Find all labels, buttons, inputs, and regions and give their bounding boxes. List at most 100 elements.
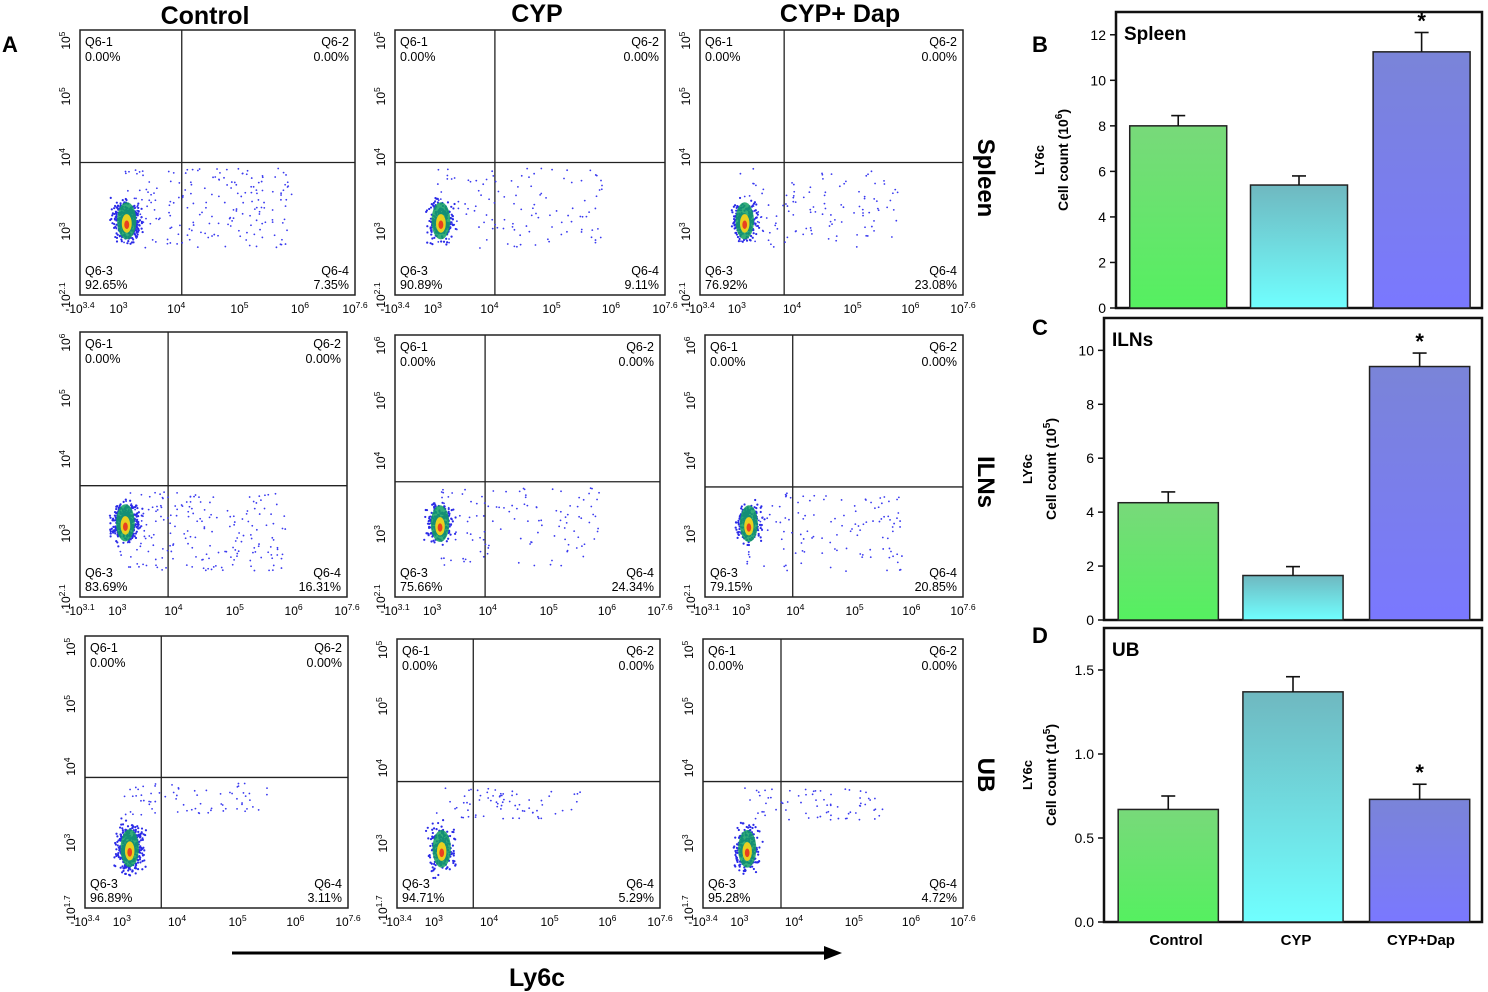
- event-dot: [899, 568, 902, 571]
- event-dot: [255, 189, 258, 192]
- event-dot: [137, 788, 140, 791]
- quadrant-value-q2: 0.00%: [922, 355, 957, 369]
- event-dot: [853, 212, 855, 214]
- event-dot: [129, 788, 131, 791]
- event-dot: [448, 530, 451, 534]
- event-dot: [434, 196, 437, 200]
- event-dot: [446, 201, 450, 204]
- category-label-cyp: CYP: [1281, 932, 1312, 949]
- event-dot: [467, 179, 470, 182]
- event-dot: [271, 209, 274, 211]
- event-dot: [117, 208, 120, 211]
- quadrant-value-q1: 0.00%: [402, 659, 437, 673]
- event-dot: [139, 213, 142, 216]
- event-dot: [205, 201, 208, 204]
- event-dot: [451, 520, 454, 523]
- event-dot: [589, 487, 592, 490]
- event-dot: [189, 181, 192, 184]
- event-dot: [451, 492, 454, 494]
- event-dot: [492, 175, 495, 177]
- event-dot: [468, 789, 470, 792]
- event-dot: [531, 207, 534, 210]
- event-dot: [526, 167, 529, 170]
- event-dot: [485, 214, 488, 216]
- event-dot: [474, 205, 477, 208]
- quadrant-value-q4: 7.35%: [314, 278, 349, 292]
- event-dot: [548, 240, 551, 243]
- event-dot: [152, 544, 155, 547]
- event-dot: [236, 797, 238, 800]
- event-dot: [154, 241, 157, 243]
- event-dot: [245, 173, 248, 176]
- event-dot: [282, 189, 285, 192]
- quadrant-value-q4: 9.11%: [624, 278, 659, 292]
- event-dot: [738, 869, 741, 872]
- quadrant-value-q1: 0.00%: [400, 50, 435, 64]
- event-dot: [124, 872, 127, 875]
- event-dot: [526, 520, 529, 523]
- event-dot: [116, 844, 119, 847]
- event-dot: [186, 530, 189, 532]
- event-dot: [239, 235, 242, 238]
- event-dot: [147, 550, 150, 553]
- event-dot: [775, 808, 777, 811]
- event-dot: [224, 807, 227, 810]
- event-dot: [148, 803, 151, 806]
- event-dot: [111, 212, 114, 215]
- event-dot: [812, 206, 815, 208]
- event-dot: [115, 507, 118, 511]
- event-dot: [776, 227, 779, 230]
- event-dot: [115, 236, 119, 239]
- y-tick-label: 103: [57, 524, 73, 542]
- event-dot: [204, 569, 207, 572]
- event-dot: [436, 183, 439, 185]
- event-dot: [858, 205, 861, 208]
- event-dot: [450, 559, 452, 562]
- event-dot: [269, 546, 272, 548]
- quadrant-label-q3: Q6-3: [85, 566, 113, 580]
- event-dot: [148, 181, 151, 183]
- event-dot: [758, 221, 761, 224]
- event-dot: [825, 811, 828, 814]
- event-dot: [257, 181, 260, 184]
- event-dot: [203, 508, 206, 511]
- event-dot: [488, 198, 490, 201]
- event-dot: [519, 234, 522, 237]
- event-dot: [491, 170, 494, 173]
- event-dot: [463, 795, 466, 798]
- event-dot: [129, 566, 132, 568]
- event-dot: [822, 177, 824, 180]
- event-dot: [524, 496, 527, 499]
- event-dot: [566, 169, 569, 172]
- event-dot: [469, 560, 472, 563]
- event-dot: [130, 241, 134, 244]
- event-dot: [829, 220, 832, 223]
- event-dot: [121, 823, 125, 826]
- event-dot: [874, 507, 876, 510]
- event-dot: [255, 502, 258, 504]
- event-dot: [176, 243, 179, 245]
- event-dot: [598, 189, 601, 191]
- event-dot: [137, 511, 140, 514]
- event-dot: [467, 207, 469, 210]
- event-dot: [429, 515, 432, 518]
- event-dot: [170, 550, 173, 553]
- event-dot: [748, 238, 752, 241]
- flow-plot-frame: [394, 334, 661, 598]
- event-dot: [854, 812, 857, 814]
- event-dot: [753, 201, 757, 204]
- event-dot: [821, 173, 824, 176]
- event-dot: [258, 210, 261, 213]
- event-dot: [126, 541, 129, 544]
- event-dot: [869, 548, 872, 551]
- event-dot: [479, 247, 481, 249]
- event-dot: [802, 196, 805, 199]
- event-dot: [876, 207, 879, 210]
- y-axis-prefix: LY6c: [1032, 145, 1047, 175]
- event-dot: [537, 531, 539, 534]
- event-dot: [580, 517, 583, 520]
- event-dot: [805, 227, 808, 230]
- event-dot: [872, 520, 874, 522]
- event-dot: [226, 184, 229, 186]
- event-dot: [260, 180, 263, 183]
